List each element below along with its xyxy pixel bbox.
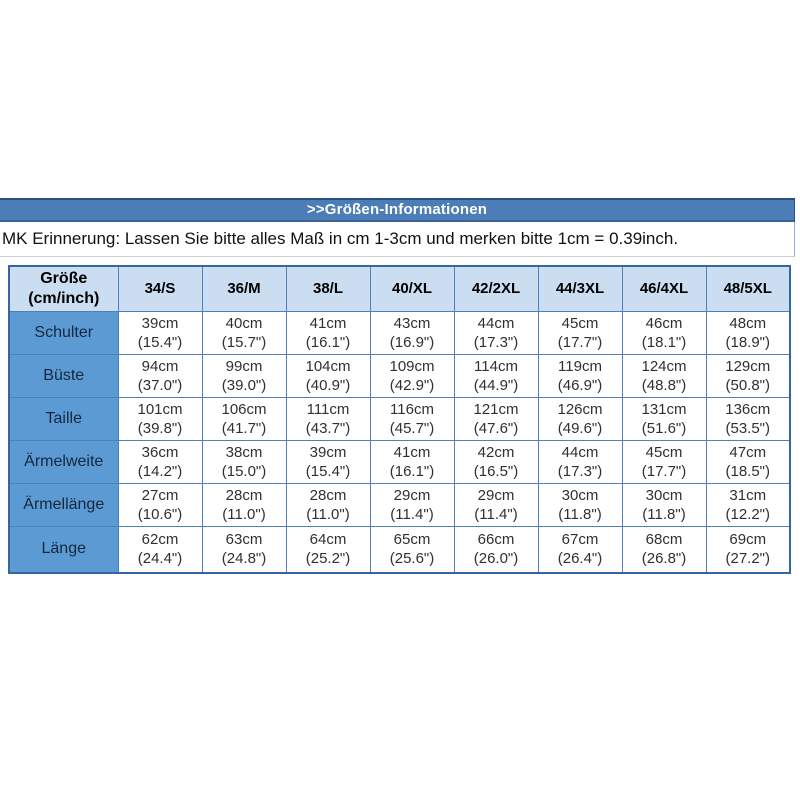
size-info-section: >>Größen-Informationen MK Erinnerung: La… <box>0 198 795 257</box>
size-cell: 43cm (16.9") <box>369 310 455 355</box>
size-cell: 101cm (39.8") <box>117 396 203 441</box>
size-cell: 48cm (18.9") <box>705 310 791 355</box>
table-row: Büste 94cm (37.0") 99cm (39.0") 104cm (40.9… <box>8 353 791 398</box>
table-row: Schulter 39cm (15.4") 40cm (15.7") 41cm (16… <box>8 310 791 355</box>
size-cell: 136cm (53.5") <box>705 396 791 441</box>
column-header-36-m: 36/M <box>201 265 287 312</box>
column-header-48-5xl: 48/5XL <box>705 265 791 312</box>
row-header: Schulter <box>8 310 119 355</box>
size-cell: 41cm (16.1") <box>369 439 455 484</box>
column-header-42-2xl: 42/2XL <box>453 265 539 312</box>
corner-header: Größe (cm/inch) <box>8 265 119 312</box>
row-header: Taille <box>8 396 119 441</box>
size-cell: 47cm (18.5") <box>705 439 791 484</box>
size-cell: 28cm (11.0") <box>201 482 287 527</box>
size-cell: 28cm (11.0") <box>285 482 371 527</box>
size-cell: 99cm (39.0") <box>201 353 287 398</box>
size-cell: 116cm (45.7") <box>369 396 455 441</box>
size-cell: 109cm (42.9") <box>369 353 455 398</box>
size-cell: 106cm (41.7") <box>201 396 287 441</box>
column-header-40-xl: 40/XL <box>369 265 455 312</box>
size-cell: 62cm (24.4") <box>117 525 203 574</box>
size-cell: 69cm (27.2") <box>705 525 791 574</box>
size-table-body: Schulter 39cm (15.4") 40cm (15.7") 41cm (16… <box>8 310 791 574</box>
size-cell: 68cm (26.8") <box>621 525 707 574</box>
size-cell: 40cm (15.7") <box>201 310 287 355</box>
size-cell: 65cm (25.6") <box>369 525 455 574</box>
size-cell: 94cm (37.0") <box>117 353 203 398</box>
size-cell: 111cm (43.7") <box>285 396 371 441</box>
table-row: Ärmelweite 36cm (14.2") 38cm (15.0") 39cm (… <box>8 439 791 484</box>
size-cell: 27cm (10.6") <box>117 482 203 527</box>
row-header: Büste <box>8 353 119 398</box>
size-cell: 129cm (50.8") <box>705 353 791 398</box>
size-cell: 121cm (47.6") <box>453 396 539 441</box>
size-cell: 67cm (26.4") <box>537 525 623 574</box>
size-cell: 44cm (17.3") <box>537 439 623 484</box>
table-row: Länge 62cm (24.4") 63cm (24.8") 64cm (25.2"… <box>8 525 791 574</box>
size-cell: 39cm (15.4") <box>285 439 371 484</box>
header-row: Größe (cm/inch) 34/S 36/M 38/L 40/XL 42/2XL 44… <box>8 265 791 312</box>
size-cell: 45cm (17.7") <box>537 310 623 355</box>
table-row: Taille 101cm (39.8") 106cm (41.7") 111cm (4… <box>8 396 791 441</box>
row-header: Ärmellänge <box>8 482 119 527</box>
column-header-38-l: 38/L <box>285 265 371 312</box>
size-cell: 126cm (49.6") <box>537 396 623 441</box>
size-cell: 45cm (17.7") <box>621 439 707 484</box>
size-cell: 30cm (11.8") <box>537 482 623 527</box>
size-cell: 104cm (40.9") <box>285 353 371 398</box>
size-cell: 42cm (16.5") <box>453 439 539 484</box>
row-header: Länge <box>8 525 119 574</box>
size-cell: 41cm (16.1") <box>285 310 371 355</box>
size-cell: 44cm (17.3") <box>453 310 539 355</box>
size-cell: 64cm (25.2") <box>285 525 371 574</box>
size-cell: 30cm (11.8") <box>621 482 707 527</box>
size-cell: 31cm (12.2") <box>705 482 791 527</box>
size-cell: 46cm (18.1") <box>621 310 707 355</box>
column-header-34-s: 34/S <box>117 265 203 312</box>
section-title-bar: >>Größen-Informationen <box>0 198 795 222</box>
reminder-text: MK Erinnerung: Lassen Sie bitte alles Ma… <box>0 222 795 257</box>
column-header-44-3xl: 44/3XL <box>537 265 623 312</box>
size-table: Größe (cm/inch) 34/S 36/M 38/L 40/XL 42/2XL 44… <box>8 265 791 574</box>
size-cell: 38cm (15.0") <box>201 439 287 484</box>
size-cell: 66cm (26.0") <box>453 525 539 574</box>
size-cell: 39cm (15.4") <box>117 310 203 355</box>
size-cell: 63cm (24.8") <box>201 525 287 574</box>
size-cell: 131cm (51.6") <box>621 396 707 441</box>
table-row: Ärmellänge 27cm (10.6") 28cm (11.0") 28cm (… <box>8 482 791 527</box>
size-cell: 114cm (44.9") <box>453 353 539 398</box>
size-cell: 29cm (11.4") <box>453 482 539 527</box>
size-cell: 29cm (11.4") <box>369 482 455 527</box>
column-header-46-4xl: 46/4XL <box>621 265 707 312</box>
row-header: Ärmelweite <box>8 439 119 484</box>
size-cell: 119cm (46.9") <box>537 353 623 398</box>
size-cell: 36cm (14.2") <box>117 439 203 484</box>
size-cell: 124cm (48.8") <box>621 353 707 398</box>
